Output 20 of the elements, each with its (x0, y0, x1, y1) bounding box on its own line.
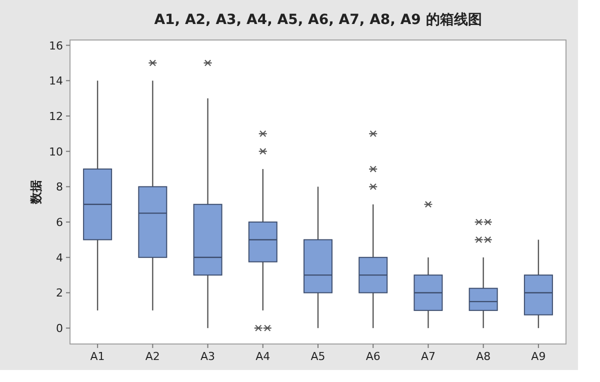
x-tick-label: A8 (476, 350, 491, 363)
y-tick-label: 2 (56, 286, 63, 300)
x-tick-label: A5 (310, 350, 326, 363)
y-axis-title: 数据 (29, 180, 43, 205)
y-tick-label: 8 (56, 180, 63, 194)
x-tick-label: A9 (531, 350, 546, 363)
x-tick-label: A7 (420, 350, 436, 363)
x-tick-label: A4 (256, 350, 270, 363)
y-tick-label: 0 (56, 322, 63, 336)
x-tick-label: A1 (90, 350, 105, 363)
chart-title: A1, A2, A3, A4, A5, A6, A7, A8, A9 的箱线图 (154, 12, 482, 28)
x-tick-label: A6 (366, 350, 380, 363)
y-tick-label: 10 (49, 145, 63, 158)
y-tick-label: 6 (56, 216, 63, 230)
x-tick-label: A2 (145, 350, 160, 363)
y-tick-label: 12 (49, 110, 63, 123)
y-tick-label: 16 (49, 39, 63, 52)
y-tick-label: 4 (56, 251, 63, 264)
x-tick-label: A3 (200, 350, 216, 363)
y-tick-label: 14 (49, 74, 63, 88)
